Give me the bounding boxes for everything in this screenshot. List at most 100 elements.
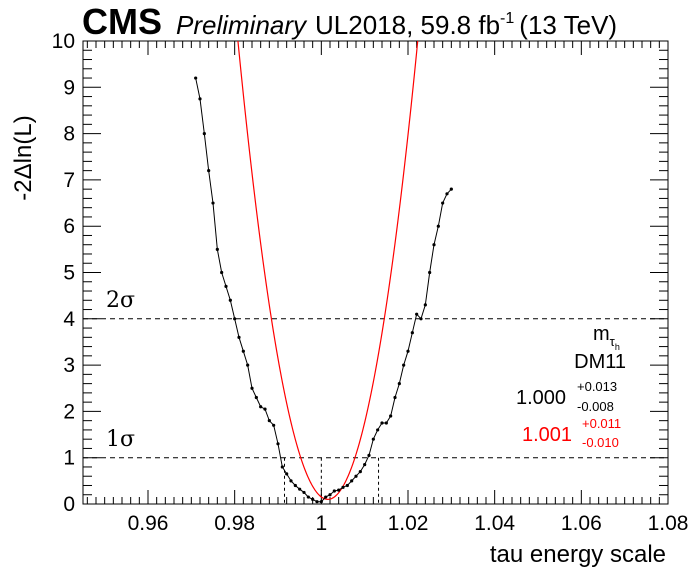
parabola-fit-line <box>237 41 419 500</box>
fit1-down: -0.008 <box>577 399 614 414</box>
scan-point <box>393 395 397 400</box>
x-tick-label: 1 <box>315 512 327 535</box>
scan-point <box>371 437 375 441</box>
y-tick-label: 3 <box>63 354 75 377</box>
y-tick-label: 8 <box>63 123 75 146</box>
scan-point <box>423 303 427 307</box>
scan-point <box>354 474 358 478</box>
scan-line <box>195 77 452 503</box>
luminosity-text: UL2018, 59.8 fb <box>315 10 500 40</box>
x-tick-label: 0.98 <box>214 512 255 535</box>
y-tick-label: 6 <box>63 215 75 238</box>
scan-point <box>358 469 362 474</box>
scan-point <box>263 407 267 411</box>
scan-point <box>445 192 449 196</box>
y-tick-label: 7 <box>63 169 75 192</box>
y-tick-label: 10 <box>52 30 75 53</box>
tick-labels: 0.96 0.98 1 1.02 1.04 1.06 1.08 0 1 2 3 4 5 6 7 8 9 10 <box>52 30 689 535</box>
x-axis-title: tau energy scale <box>490 541 666 568</box>
y-tick-label: 2 <box>63 400 75 423</box>
luminosity-label: UL2018, 59.8 fb-1 (13 TeV) <box>315 10 617 40</box>
scan-point <box>441 201 445 205</box>
scan-point <box>337 488 341 492</box>
scan-point <box>402 363 406 367</box>
scan-point <box>384 421 388 425</box>
variable-label: mτh <box>593 323 620 352</box>
scan-point <box>350 479 354 483</box>
variable-sub: τ <box>610 334 616 349</box>
decay-mode-label: DM11 <box>574 351 626 373</box>
x-tick-label: 0.96 <box>128 512 169 535</box>
scan-point <box>241 349 245 353</box>
scan-point <box>406 349 410 353</box>
y-tick-label: 0 <box>63 493 75 516</box>
scan-point <box>293 483 297 488</box>
variable-subsub: h <box>615 342 620 352</box>
y-tick-label: 5 <box>63 262 75 285</box>
scan-point <box>289 479 293 483</box>
scan-point <box>220 270 224 275</box>
scan-point <box>285 472 289 476</box>
scan-point <box>415 312 419 316</box>
scan-point <box>345 483 349 488</box>
scan-point <box>306 495 310 499</box>
fit1-up: +0.013 <box>577 379 617 394</box>
scan-point <box>198 97 202 101</box>
scan-point <box>380 421 384 425</box>
y-tick-label: 9 <box>63 76 75 99</box>
preliminary-label: Preliminary <box>176 10 308 40</box>
scan-point <box>449 187 453 191</box>
scan-point <box>246 363 250 367</box>
scan-point <box>436 224 440 228</box>
scan-point <box>419 317 423 321</box>
cms-label: CMS <box>82 1 162 42</box>
scan-point <box>367 453 371 457</box>
y-tick-label: 4 <box>63 308 75 331</box>
scan-point <box>389 414 393 418</box>
scan-point <box>272 423 276 427</box>
scan-point <box>254 395 258 400</box>
variable-base: m <box>593 323 610 345</box>
x-tick-label: 1.06 <box>561 512 602 535</box>
scan-point <box>324 495 328 499</box>
scan-point <box>315 500 319 504</box>
scan-point <box>202 132 206 136</box>
scan-point <box>267 419 271 423</box>
scan-points <box>194 76 453 504</box>
scan-point <box>376 428 380 432</box>
scan-point <box>341 485 345 489</box>
luminosity-exponent: -1 <box>500 10 514 27</box>
fit2-value: 1.001 <box>522 424 572 446</box>
scan-point <box>276 442 280 446</box>
scan-point <box>328 493 332 497</box>
scan-point <box>237 335 241 339</box>
scan-point <box>302 490 306 495</box>
scan-point <box>332 489 336 493</box>
scan-point <box>397 382 401 386</box>
scan-point <box>207 169 211 173</box>
fit2-up: +0.011 <box>582 416 621 431</box>
reference-lines <box>83 318 668 459</box>
scan-point <box>194 76 198 80</box>
scan-point <box>259 405 263 409</box>
scan-point <box>298 487 302 491</box>
energy-text: (13 TeV) <box>519 10 617 40</box>
scan-point <box>280 465 284 469</box>
scan-point <box>311 497 315 501</box>
scan-point <box>363 463 367 467</box>
scan-point <box>215 247 219 251</box>
scan-point <box>211 201 215 205</box>
sigma-1-label: 1σ <box>106 427 135 452</box>
scan-point <box>224 284 228 288</box>
y-tick-label: 1 <box>63 447 75 470</box>
scan-point <box>428 270 432 275</box>
scan-point <box>319 500 323 504</box>
sigma-2-label: 2σ <box>106 288 135 313</box>
x-tick-label: 1.08 <box>648 512 689 535</box>
scan-point <box>432 243 436 247</box>
scan-point <box>228 298 232 302</box>
y-axis-title: -2Δln(L) <box>10 115 37 200</box>
fit2-down: -0.010 <box>582 435 619 450</box>
scan-point <box>410 331 414 335</box>
